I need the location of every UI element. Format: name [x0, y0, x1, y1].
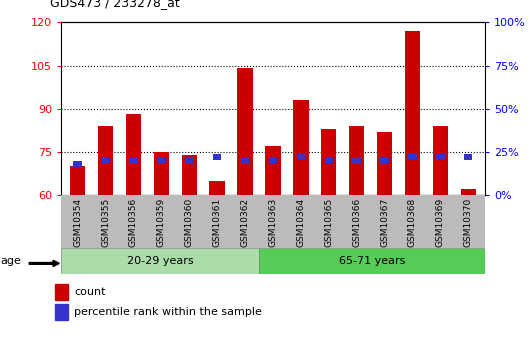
Bar [55, 284, 68, 299]
Text: GSM10363: GSM10363 [269, 198, 277, 247]
Text: count: count [74, 287, 106, 297]
Text: 65-71 years: 65-71 years [339, 256, 405, 266]
Bar [405, 31, 420, 195]
Text: GSM10366: GSM10366 [352, 198, 361, 247]
Bar [55, 304, 68, 320]
Bar [432, 126, 448, 195]
Bar [241, 157, 249, 164]
Bar [70, 166, 85, 195]
Bar [377, 132, 392, 195]
Bar [61, 248, 259, 274]
Bar [436, 154, 445, 160]
Bar [213, 154, 222, 160]
Bar [293, 100, 308, 195]
Text: GSM10365: GSM10365 [324, 198, 333, 247]
Bar [349, 126, 364, 195]
Text: GSM10360: GSM10360 [185, 198, 194, 247]
Text: GSM10369: GSM10369 [436, 198, 445, 247]
Text: GDS473 / 233278_at: GDS473 / 233278_at [50, 0, 180, 9]
Bar [74, 161, 82, 167]
Bar [266, 146, 280, 195]
Text: GSM10370: GSM10370 [464, 198, 473, 247]
Text: GSM10356: GSM10356 [129, 198, 138, 247]
Text: GSM10364: GSM10364 [296, 198, 305, 247]
Bar [324, 157, 333, 164]
Bar [126, 115, 141, 195]
Text: age: age [0, 256, 21, 266]
Bar [352, 157, 361, 164]
Bar [237, 68, 253, 195]
Text: GSM10355: GSM10355 [101, 198, 110, 247]
Text: GSM10361: GSM10361 [213, 198, 222, 247]
Text: GSM10367: GSM10367 [380, 198, 389, 247]
Text: GSM10359: GSM10359 [157, 198, 166, 247]
Bar [185, 157, 193, 164]
Bar [209, 180, 225, 195]
Bar [297, 154, 305, 160]
Bar [259, 248, 485, 274]
Text: 20-29 years: 20-29 years [127, 256, 193, 266]
Bar [154, 152, 169, 195]
Bar [461, 189, 476, 195]
Bar [157, 157, 165, 164]
Text: percentile rank within the sample: percentile rank within the sample [74, 307, 262, 317]
Bar [129, 157, 138, 164]
Text: GSM10362: GSM10362 [241, 198, 250, 247]
Bar [98, 126, 113, 195]
Bar [182, 155, 197, 195]
Bar [321, 129, 337, 195]
Bar [408, 154, 417, 160]
Bar [381, 157, 388, 164]
Bar [269, 157, 277, 164]
Bar [464, 154, 472, 160]
Text: GSM10354: GSM10354 [73, 198, 82, 247]
Text: GSM10368: GSM10368 [408, 198, 417, 247]
Bar [101, 157, 110, 164]
